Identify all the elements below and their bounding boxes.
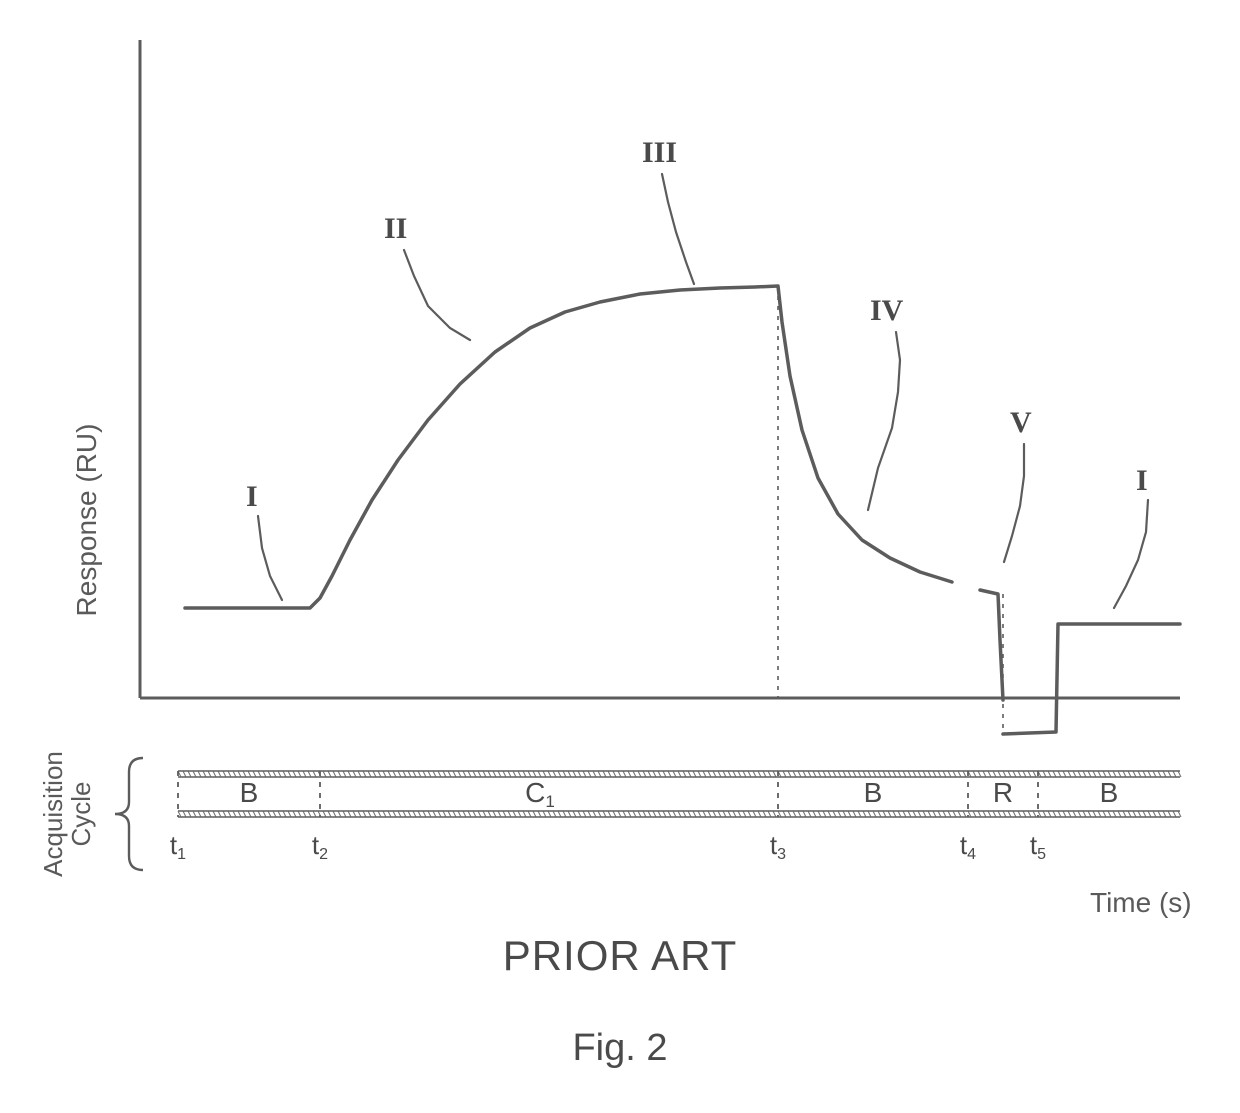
annotation-label-v-4: V — [1010, 406, 1032, 439]
cycle-bar-bottom-border — [178, 811, 1181, 817]
annotation-label-iv-3: IV — [870, 294, 904, 327]
cycle-bar-top-border — [178, 771, 1181, 777]
time-tick-4: t4 — [960, 830, 976, 863]
time-tick-5: t5 — [1030, 830, 1046, 863]
annotation-label-iii-2: III — [642, 136, 677, 169]
annotation-label-ii-1: II — [384, 212, 407, 245]
cycle-label-line-1: Cycle — [66, 781, 96, 846]
sensorgram-curve — [185, 286, 1180, 734]
phase-label-0: B — [240, 777, 259, 808]
figure-number: Fig. 2 — [572, 1027, 667, 1069]
time-tick-2: t2 — [312, 830, 328, 863]
phase-label-2: B — [864, 777, 883, 808]
cycle-label-group: AcquisitionCycle — [38, 751, 96, 877]
figure-svg: Response (RU)Time (s)IIIIIIIVVIAcquisiti… — [0, 0, 1240, 1113]
prior-art-caption: PRIOR ART — [503, 932, 738, 979]
time-tick-1: t1 — [170, 830, 186, 863]
phase-label-3: R — [993, 777, 1013, 808]
phase-label-1: C1 — [525, 777, 555, 811]
annotation-leader-iii-2 — [662, 174, 694, 284]
cycle-brace — [115, 758, 143, 870]
annotation-label-i-5: I — [1136, 464, 1148, 497]
phase-label-4: B — [1100, 777, 1119, 808]
annotation-leader-v-4 — [1004, 444, 1024, 562]
annotation-leader-i-0 — [258, 516, 282, 600]
annotation-leader-ii-1 — [404, 250, 470, 340]
y-axis-label: Response (RU) — [71, 424, 102, 617]
figure-root: Response (RU)Time (s)IIIIIIIVVIAcquisiti… — [0, 0, 1240, 1113]
x-axis-label: Time (s) — [1090, 887, 1192, 918]
annotation-label-i-0: I — [246, 480, 258, 513]
time-tick-3: t3 — [770, 830, 786, 863]
cycle-label-line-0: Acquisition — [38, 751, 68, 877]
annotation-leader-i-5 — [1114, 500, 1148, 608]
annotation-leader-iv-3 — [868, 332, 900, 510]
